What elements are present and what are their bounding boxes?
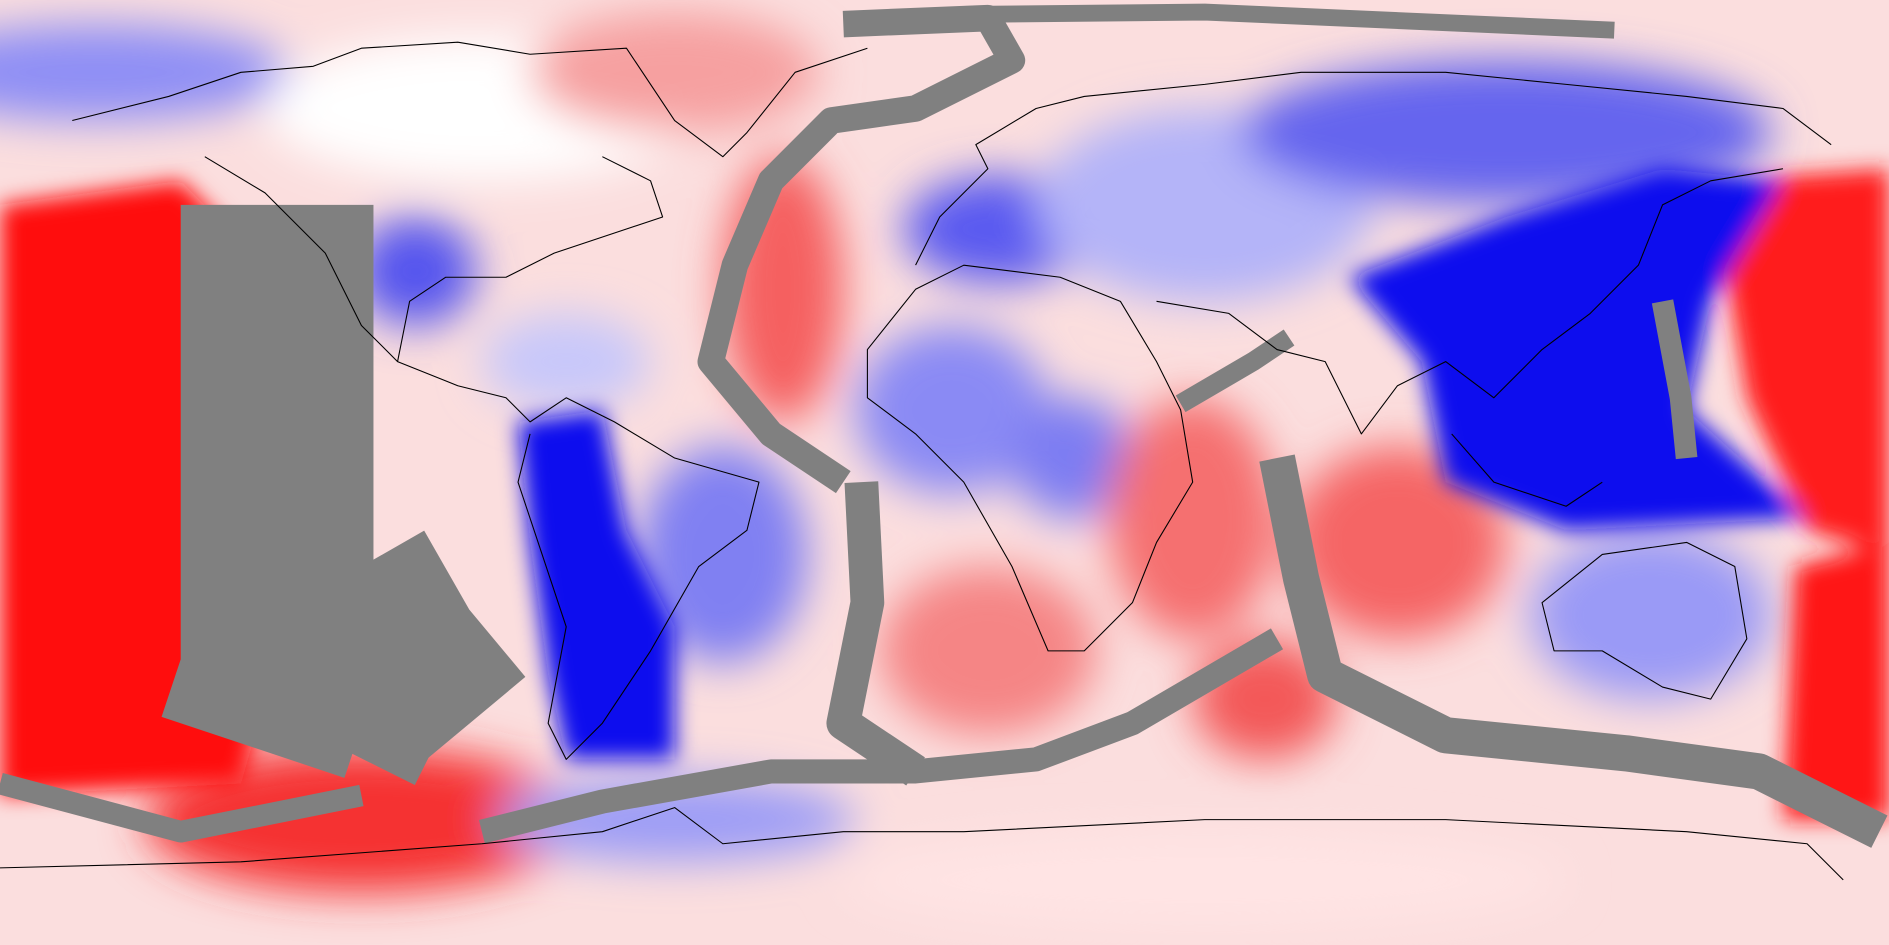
coastline [1156, 168, 1784, 435]
ridge [1175, 329, 1295, 413]
coastline [915, 71, 1832, 266]
coastline [204, 156, 760, 760]
neutral-region [843, 831, 1567, 929]
ridge [1259, 454, 1888, 848]
blue-region [518, 409, 675, 760]
ridge [478, 628, 1284, 844]
red-region [879, 566, 1097, 736]
ridge [697, 4, 1026, 494]
coastline [0, 807, 1844, 881]
blue-region [1240, 60, 1771, 205]
blue-region [1011, 397, 1133, 519]
ridge [0, 773, 364, 843]
ridge [826, 481, 925, 786]
red-region [1782, 542, 1889, 820]
red-region [1108, 397, 1278, 639]
blue-region [355, 216, 476, 326]
ridge [1651, 299, 1698, 460]
ridge [161, 204, 374, 778]
red-region [530, 12, 820, 133]
blue-region [855, 325, 1049, 495]
blue-region [481, 313, 651, 410]
blue-region [1529, 530, 1771, 700]
anomaly-field [0, 12, 1771, 929]
coastline [866, 264, 1194, 652]
coastline [397, 156, 664, 362]
ridge [298, 530, 526, 770]
red-region [1289, 445, 1506, 639]
coastlines [0, 41, 1844, 881]
red-region [144, 747, 579, 892]
coastline [1451, 433, 1603, 507]
blue-region [638, 445, 808, 663]
ridges [0, 3, 1888, 848]
red-region [1710, 168, 1889, 555]
ridge [963, 3, 1615, 39]
coastline [1541, 541, 1748, 700]
blue-region [0, 24, 290, 121]
coastline [72, 41, 868, 158]
